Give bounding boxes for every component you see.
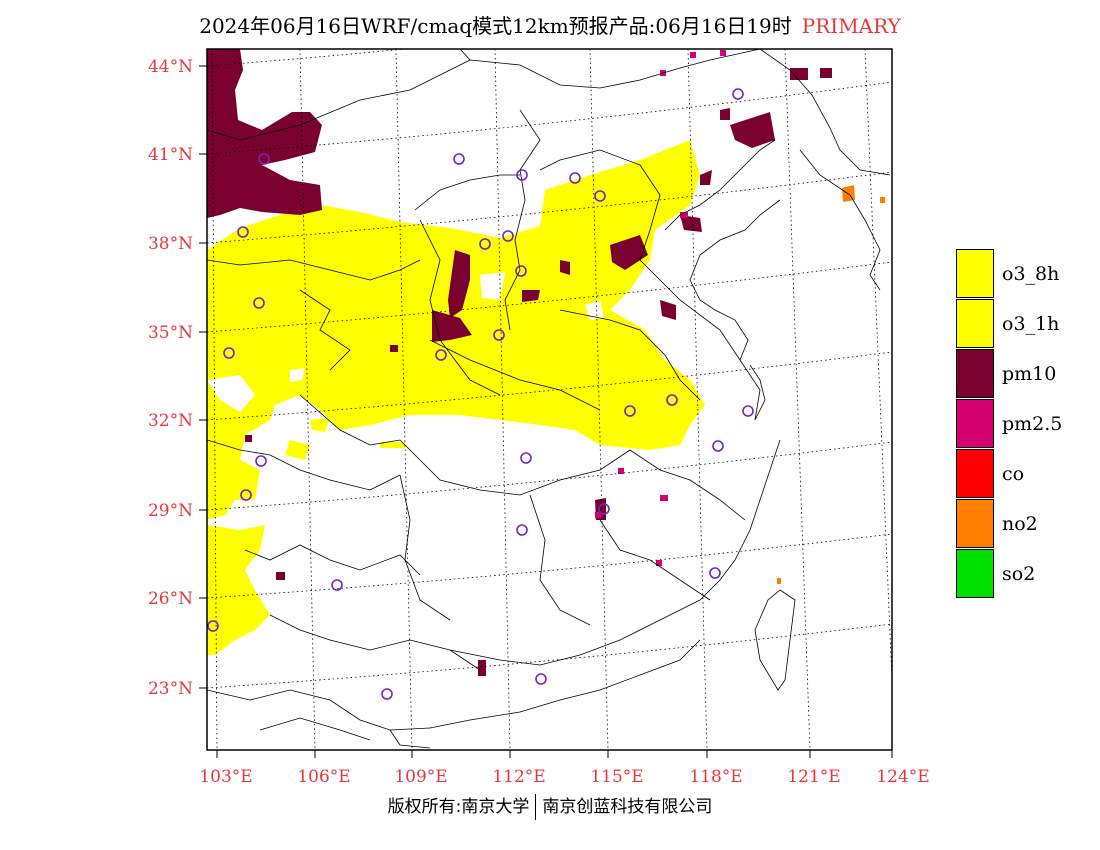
lat-label-44: 44°N: [148, 57, 193, 77]
legend-label: so2: [1002, 563, 1036, 585]
lon-label-124: 124°E: [876, 767, 929, 787]
legend-swatch: [956, 549, 994, 598]
legend-swatch: [956, 399, 994, 448]
lon-label-115: 115°E: [590, 767, 643, 787]
legend-item-so2: so2: [956, 549, 1096, 599]
lat-label-38: 38°N: [148, 234, 193, 254]
copyright-right: 南京创蓝科技有限公司: [542, 797, 713, 817]
map-area: [207, 49, 892, 750]
legend-label: co: [1002, 463, 1025, 485]
lon-label-103: 103°E: [199, 767, 252, 787]
legend-item-co: co: [956, 449, 1096, 499]
lat-label-41: 41°N: [148, 145, 193, 165]
legend-item-o3-8h: o3_8h: [956, 249, 1096, 299]
map-title: 2024年06月16日WRF/cmaq模式12km预报产品:06月16日19时 P…: [0, 10, 1100, 39]
no2-field: [777, 185, 885, 584]
legend-label: o3_8h: [1002, 263, 1060, 285]
map-title-tag: PRIMARY: [801, 14, 901, 38]
legend-swatch: [956, 299, 994, 348]
legend-item-o3-1h: o3_1h: [956, 299, 1096, 349]
copyright-left: 版权所有:南京大学: [387, 797, 530, 817]
legend-swatch: [956, 349, 994, 398]
lat-label-32: 32°N: [148, 411, 193, 431]
legend-swatch: [956, 249, 994, 298]
legend-label: pm10: [1002, 363, 1057, 385]
map-frame: [206, 48, 893, 751]
lon-label-109: 109°E: [394, 767, 447, 787]
map-title-main: 2024年06月16日WRF/cmaq模式12km预报产品:06月16日19时: [199, 14, 792, 38]
o3-gaps: [207, 272, 604, 412]
tick-marks: [199, 65, 893, 758]
lat-label-29: 29°N: [148, 501, 193, 521]
lat-label-35: 35°N: [148, 323, 193, 343]
graticule: [207, 49, 892, 750]
lon-label-106: 106°E: [297, 767, 350, 787]
legend-swatch: [956, 499, 994, 548]
lon-label-121: 121°E: [787, 767, 840, 787]
legend-item-pm25: pm2.5: [956, 399, 1096, 449]
legend-item-pm10: pm10: [956, 349, 1096, 399]
lon-label-118: 118°E: [689, 767, 742, 787]
legend-label: no2: [1002, 513, 1038, 535]
legend-label: o3_1h: [1002, 313, 1060, 335]
lat-label-23: 23°N: [148, 679, 193, 699]
station-markers: [207, 88, 754, 700]
legend-item-no2: no2: [956, 499, 1096, 549]
footer-divider: [535, 794, 537, 820]
pm25-field: [595, 50, 726, 566]
copyright-footer: 版权所有:南京大学 南京创蓝科技有限公司: [0, 792, 1100, 820]
legend-label: pm2.5: [1002, 413, 1063, 435]
legend-swatch: [956, 449, 994, 498]
boundaries: [207, 49, 891, 749]
lon-label-112: 112°E: [492, 767, 545, 787]
lat-label-26: 26°N: [148, 589, 193, 609]
